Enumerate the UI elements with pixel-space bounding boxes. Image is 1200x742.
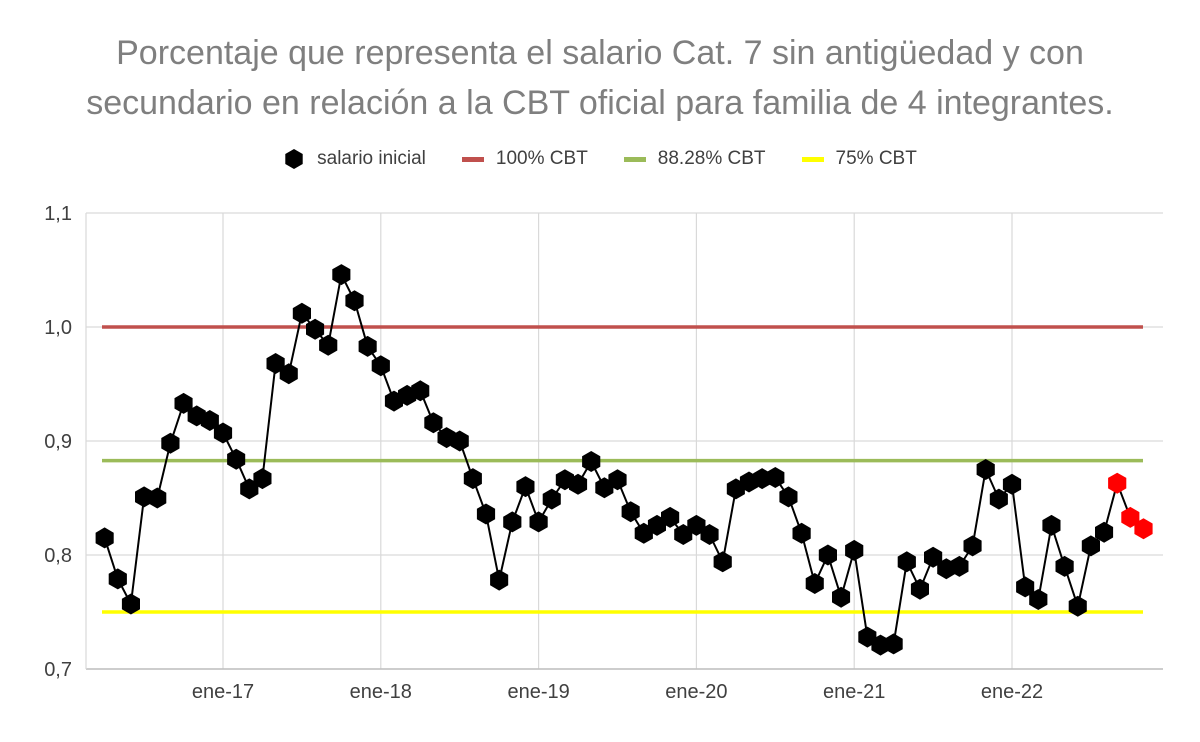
data-point [805,573,824,594]
data-point [766,467,785,488]
y-axis: 0,7 0,8 0,9 1,0 1,1 [44,203,72,681]
data-point [582,451,601,472]
data-point [200,410,219,431]
data-point [976,459,995,480]
data-point [608,469,627,491]
data-point [411,380,430,402]
data-point [1029,589,1048,610]
data-point [213,422,233,444]
data-point [818,544,837,566]
legend-label: salario inicial [317,148,426,169]
data-point [713,551,732,573]
data-point [542,488,561,510]
reference-lines [102,325,1143,614]
legend-swatch [623,156,646,162]
x-axis: ene-17 ene-18 ene-19 ene-20 ene-21 ene-22 [85,213,1163,703]
legend-item-75-cbt: 75% CBT [801,148,917,170]
legend-item-88-cbt: 88.28% CBT [623,148,766,170]
y-tick-label: 1,1 [44,203,72,225]
data-point [700,524,719,545]
legend-label: 75% CBT [835,148,917,169]
data-series [95,264,1153,656]
legend-item-salario-inicial: salario inicial [283,148,426,170]
data-point [450,430,469,452]
x-tick-label: ene-18 [350,681,412,703]
data-point [358,335,377,357]
data-point [371,355,390,377]
data-point [174,392,193,414]
data-point [148,487,167,509]
data-point [463,468,482,490]
data-point [832,586,851,608]
x-tick-label: ene-19 [507,681,569,703]
legend-label: 100% CBT [495,148,588,169]
y-tick-label: 0,8 [44,545,72,567]
data-point [1016,576,1035,598]
data-point [1081,535,1100,557]
data-point [1134,518,1153,540]
y-tick-label: 1,0 [44,317,72,339]
data-point [529,511,548,533]
y-tick-label: 0,7 [44,659,72,681]
chart-title: Porcentaje que representa el salario Cat… [0,28,1200,128]
data-point [516,476,535,498]
grid-lines [86,212,1163,670]
x-tick-label: ene-22 [981,681,1043,703]
chart-title-line-1: Porcentaje que representa el salario Cat… [116,34,1084,72]
y-tick-label: 0,9 [44,431,72,453]
legend-swatch [461,156,484,162]
hexagon-marker-icon [285,149,303,169]
legend-item-100-cbt: 100% CBT [461,148,588,170]
data-point [306,318,325,340]
legend-swatch [801,156,824,162]
data-point [884,633,903,655]
data-point [95,527,114,549]
data-point [319,334,338,356]
data-point [1121,506,1140,528]
data-point [1055,555,1074,577]
chart-title-line-2: secundario en relación a la CBT oficial … [86,84,1114,122]
legend-label: 88.28% CBT [657,148,766,169]
data-point [792,522,811,544]
data-point [332,264,351,286]
data-point [845,539,864,561]
data-point [621,501,640,523]
data-point [227,448,246,470]
data-point [476,503,496,525]
data-point [1002,473,1022,495]
data-point [661,506,680,528]
data-point [924,546,943,568]
legend: salario inicial 100% CBT 88.28% CBT 75% … [0,148,1200,170]
x-tick-label: ene-20 [665,681,727,703]
data-point [490,569,509,591]
data-point [1042,514,1061,536]
data-point [253,468,272,490]
data-point [963,535,982,557]
x-tick-label: ene-21 [823,681,885,703]
data-point [161,432,180,454]
data-point [910,578,929,600]
data-point [503,511,522,533]
data-point [950,555,969,577]
data-point [424,412,443,434]
data-point [779,486,798,508]
data-point [1068,595,1087,617]
data-point [292,302,311,324]
x-tick-label: ene-17 [192,681,254,703]
data-point [121,593,140,615]
data-point [279,363,298,385]
data-point [345,290,364,312]
data-point [1095,521,1114,543]
data-point [569,473,588,495]
data-point [108,568,127,590]
data-point [989,488,1008,510]
data-point [897,551,916,573]
data-point [1108,472,1127,494]
